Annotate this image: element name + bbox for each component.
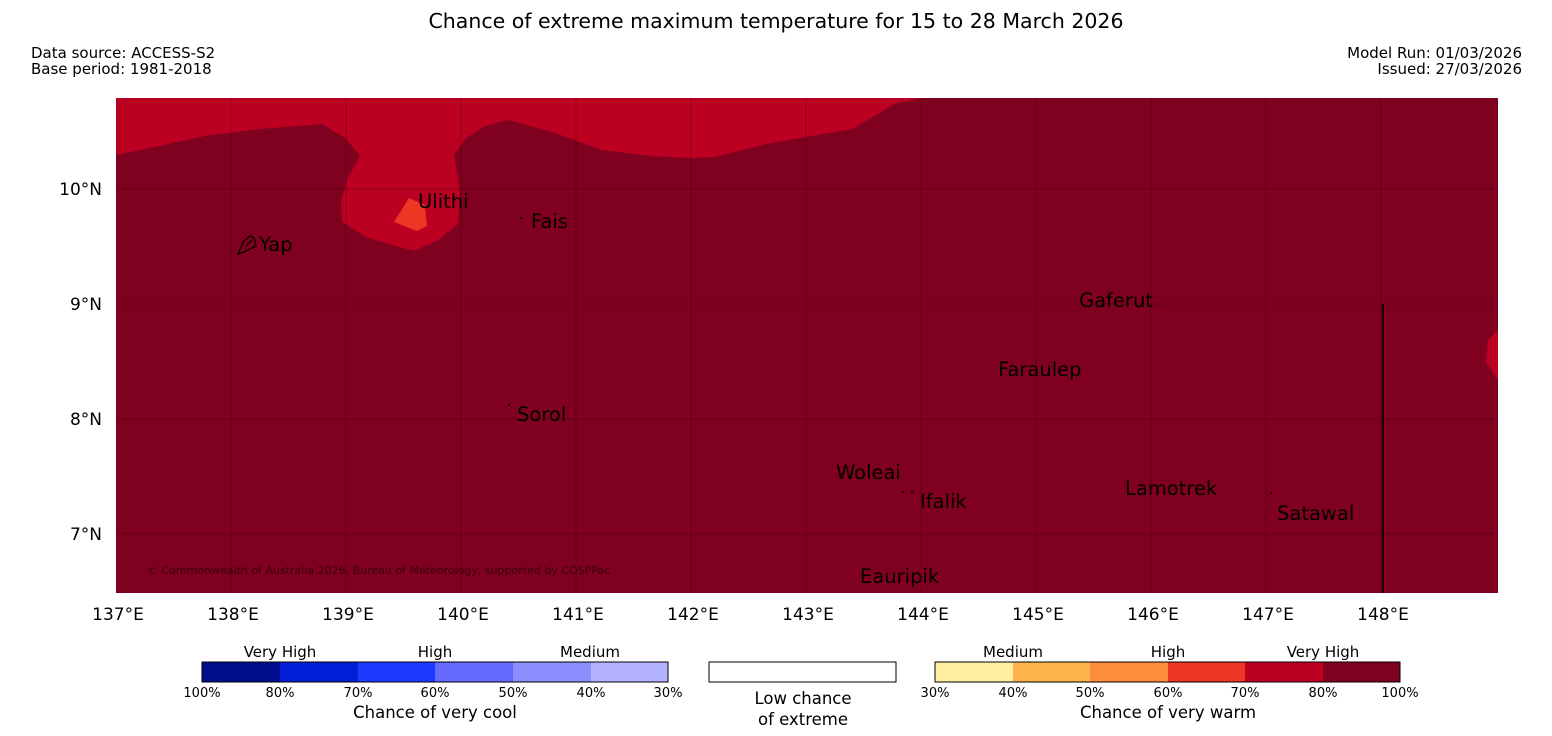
- legend-warm-swatch: [1245, 662, 1323, 682]
- legend-cool-category: Medium: [560, 643, 620, 661]
- legend-cool-swatch: [513, 662, 591, 682]
- lon-label: 140°E: [437, 605, 489, 625]
- yap-island-shape: [236, 235, 257, 256]
- lon-label: 143°E: [782, 605, 834, 625]
- lat-label: 9°N: [70, 295, 102, 315]
- legend-cool-caption: Chance of very cool: [353, 703, 517, 722]
- lon-label: 142°E: [667, 605, 719, 625]
- place-label-lamotrek: Lamotrek: [1125, 477, 1218, 500]
- legend-cool-frame: [201, 661, 669, 683]
- region-very-high-80-100: [116, 98, 1498, 593]
- copyright-notice: © Commonwealth of Australia 2026, Bureau…: [147, 564, 610, 577]
- legend-warm-category: Medium: [983, 643, 1043, 661]
- legend-neutral-caption-line1: Low chance: [754, 689, 851, 708]
- legend-cool: Very High High Medium 100% 80% 70% 60% 5…: [183, 643, 682, 722]
- place-label-eauripik: Eauripik: [860, 565, 940, 588]
- place-label-ifalik: Ifalik: [920, 490, 967, 513]
- map-area[interactable]: Yap Ulithi Fais Sorol Gaferut Faraulep W…: [116, 98, 1498, 593]
- region-very-high-70-80-east: [1486, 330, 1498, 380]
- legend-warm-swatch: [1323, 662, 1400, 682]
- legend-cool-tick: 50%: [499, 686, 528, 701]
- legend-neutral-swatch: [708, 661, 897, 683]
- model-run-text: Model Run: 01/03/2026: [1347, 44, 1522, 62]
- grid-lines: [116, 98, 1498, 593]
- longitude-axis: 137°E 138°E 139°E 140°E 141°E 142°E 143°…: [92, 605, 1409, 625]
- legend-neutral-caption-line2: of extreme: [758, 710, 848, 729]
- meta-left: Data source: ACCESS-S2 Base period: 1981…: [31, 45, 215, 77]
- legend-cool-tick: 100%: [183, 686, 220, 701]
- legend-cool-tick: 30%: [654, 686, 683, 701]
- place-label-fais: Fais: [531, 210, 568, 233]
- lon-label: 139°E: [322, 605, 374, 625]
- legend-warm: Medium High Very High 30% 40% 50% 60% 70…: [921, 643, 1419, 722]
- legend-warm-tick: 30%: [921, 686, 950, 701]
- legend-warm-tick: 70%: [1231, 686, 1260, 701]
- latitude-axis: 10°N 9°N 8°N 7°N: [59, 180, 102, 545]
- lon-label: 146°E: [1127, 605, 1179, 625]
- meta-right: Model Run: 01/03/2026 Issued: 27/03/2026: [1347, 45, 1522, 77]
- place-label-satawal: Satawal: [1277, 502, 1354, 525]
- lon-label: 138°E: [207, 605, 259, 625]
- legend-warm-swatch: [935, 662, 1013, 682]
- legend-warm-swatch: [1013, 662, 1090, 682]
- legend-warm-tick: 50%: [1076, 686, 1105, 701]
- place-label-ulithi: Ulithi: [418, 190, 469, 213]
- place-label-woleai: Woleai: [836, 461, 901, 484]
- legend-warm-tick: 60%: [1154, 686, 1183, 701]
- legend-warm-category: High: [1151, 643, 1185, 661]
- legend-cool-tick: 60%: [421, 686, 450, 701]
- legend-cool-swatch: [358, 662, 435, 682]
- place-label-gaferut: Gaferut: [1079, 289, 1153, 312]
- lat-label: 8°N: [70, 410, 102, 430]
- legend-warm-tick: 40%: [999, 686, 1028, 701]
- legend-cool-category: High: [418, 643, 452, 661]
- legend-cool-swatch: [280, 662, 358, 682]
- legend-cool-swatch: [202, 662, 280, 682]
- legend-warm-caption: Chance of very warm: [1080, 703, 1256, 722]
- legend-warm-frame: [934, 661, 1401, 683]
- legend-cool-tick: 40%: [577, 686, 606, 701]
- legend-cool-category: Very High: [244, 643, 317, 661]
- map-title: Chance of extreme maximum temperature fo…: [428, 9, 1124, 33]
- lat-label: 7°N: [70, 525, 102, 545]
- legend-warm-tick: 100%: [1381, 686, 1418, 701]
- lon-label: 148°E: [1357, 605, 1409, 625]
- lon-label: 137°E: [92, 605, 144, 625]
- legend-warm-swatch: [1168, 662, 1245, 682]
- lon-label: 144°E: [897, 605, 949, 625]
- lon-label: 147°E: [1242, 605, 1294, 625]
- legend-cool-tick: 70%: [344, 686, 373, 701]
- legend-warm-category: Very High: [1287, 643, 1360, 661]
- legend-warm-swatch: [1090, 662, 1168, 682]
- lon-label: 141°E: [552, 605, 604, 625]
- region-very-high-70-80-north: [116, 98, 923, 251]
- place-label-faraulep: Faraulep: [998, 358, 1082, 381]
- base-period-text: Base period: 1981-2018: [31, 60, 212, 78]
- lat-label: 10°N: [59, 180, 102, 200]
- legend-neutral: Low chance of extreme: [708, 661, 897, 729]
- island-dots: [508, 217, 1272, 494]
- issued-text: Issued: 27/03/2026: [1377, 60, 1522, 78]
- legend-cool-swatch: [591, 662, 668, 682]
- data-source-text: Data source: ACCESS-S2: [31, 44, 216, 62]
- place-label-yap: Yap: [258, 233, 293, 256]
- legend-cool-swatch: [435, 662, 513, 682]
- legend-cool-tick: 80%: [266, 686, 295, 701]
- place-label-sorol: Sorol: [517, 403, 566, 426]
- legend-warm-tick: 80%: [1309, 686, 1338, 701]
- lon-label: 145°E: [1012, 605, 1064, 625]
- region-high-60-70-ulithi: [394, 198, 427, 231]
